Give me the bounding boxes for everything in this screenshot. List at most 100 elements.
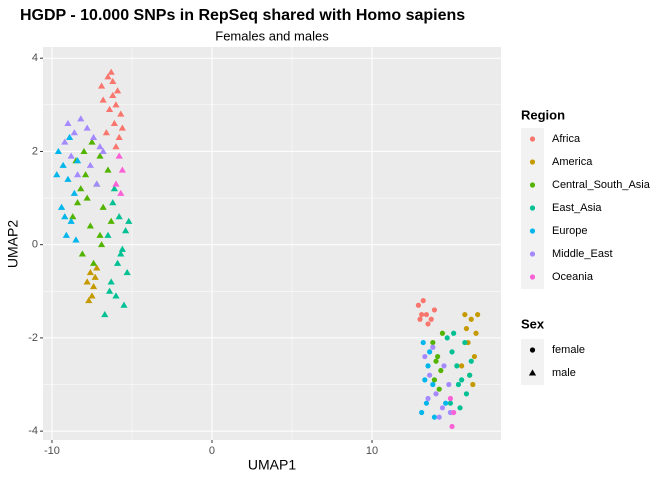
circle-point xyxy=(422,377,428,383)
circle-point xyxy=(423,400,430,406)
triangle-point xyxy=(72,236,80,243)
triangle-point xyxy=(70,189,78,196)
panel xyxy=(43,47,501,440)
circle-point xyxy=(417,316,423,322)
circle-point xyxy=(425,395,431,402)
triangle-point xyxy=(528,369,537,376)
triangle-point xyxy=(102,129,110,136)
circle-point xyxy=(449,349,455,355)
triangle-point xyxy=(112,180,120,187)
x-tick-label: 10 xyxy=(366,445,378,457)
triangle-point xyxy=(117,110,125,117)
circle-point xyxy=(447,395,454,402)
circle-point xyxy=(475,311,481,318)
legend-label: male xyxy=(552,367,576,379)
circle-point xyxy=(457,405,463,411)
triangle-point xyxy=(54,147,62,154)
circle-point xyxy=(427,372,433,378)
circle-point xyxy=(420,298,426,304)
triangle-point xyxy=(99,96,107,103)
triangle-point xyxy=(85,297,93,304)
legend-swatch xyxy=(529,182,536,188)
y-tick-label: -4 xyxy=(28,425,38,437)
x-tick-label: -10 xyxy=(44,445,60,457)
triangle-point xyxy=(61,213,69,220)
triangle-point xyxy=(107,68,115,75)
triangle-point xyxy=(83,124,91,131)
triangle-point xyxy=(73,199,82,206)
triangle-point xyxy=(70,129,78,136)
triangle-point xyxy=(109,91,117,99)
triangle-point xyxy=(118,245,126,252)
circle-point xyxy=(468,358,474,364)
triangle-point xyxy=(112,143,120,150)
triangle-point xyxy=(88,138,96,145)
triangle-point xyxy=(117,189,125,196)
triangle-point xyxy=(113,87,122,94)
triangle-point xyxy=(115,133,123,140)
triangle-point xyxy=(67,217,75,224)
circle-point xyxy=(438,367,444,374)
chart-title: HGDP - 10.000 SNPs in RepSeq shared with… xyxy=(20,7,465,24)
triangle-point xyxy=(99,147,107,154)
legend-label: Central_South_Asia xyxy=(552,179,651,191)
triangle-point xyxy=(97,82,106,89)
triangle-point xyxy=(125,217,133,224)
triangle-point xyxy=(89,133,98,140)
triangle-point xyxy=(81,171,90,178)
x-tick-label: 0 xyxy=(209,445,215,457)
triangle-point xyxy=(112,292,120,299)
x-axis-label: UMAP1 xyxy=(248,457,296,473)
circle-point xyxy=(427,349,433,355)
shape-legend-title: Sex xyxy=(521,316,545,331)
circle-point xyxy=(463,325,470,332)
triangle-point xyxy=(53,171,61,178)
circle-point xyxy=(471,353,478,360)
circle-point xyxy=(425,321,431,327)
triangle-point xyxy=(118,166,126,173)
triangle-point xyxy=(109,199,117,206)
triangle-point xyxy=(110,119,118,126)
circle-point xyxy=(420,339,426,346)
y-tick-label: 0 xyxy=(32,239,38,251)
triangle-point xyxy=(65,133,74,140)
circle-point xyxy=(459,377,465,383)
triangle-point xyxy=(62,231,70,238)
triangle-point xyxy=(110,185,118,192)
circle-point xyxy=(435,353,441,360)
triangle-point xyxy=(104,231,112,238)
legend-label: Africa xyxy=(552,133,581,145)
circle-point xyxy=(436,414,442,420)
circle-point xyxy=(467,372,473,378)
triangle-point xyxy=(115,213,123,220)
circle-point xyxy=(462,339,468,346)
circle-point xyxy=(449,423,455,430)
circle-point xyxy=(468,316,474,322)
triangle-point xyxy=(57,203,66,210)
legend-swatch xyxy=(529,205,536,211)
circle-point xyxy=(463,391,470,397)
triangle-point xyxy=(86,269,94,276)
y-tick-label: -2 xyxy=(28,332,38,344)
triangle-point xyxy=(96,143,104,150)
triangle-point xyxy=(78,250,86,257)
triangle-point xyxy=(109,77,117,85)
circle-point xyxy=(431,307,438,313)
circle-point xyxy=(451,409,457,416)
triangle-point xyxy=(83,194,91,201)
triangle-point xyxy=(80,147,88,154)
triangle-point xyxy=(99,203,107,210)
legend-swatch xyxy=(529,274,536,280)
triangle-point xyxy=(105,105,114,112)
circle-point xyxy=(455,381,462,388)
triangle-point xyxy=(115,152,123,159)
circle-point xyxy=(423,311,430,318)
circle-point xyxy=(425,363,431,369)
triangle-point xyxy=(96,152,104,159)
circle-point xyxy=(459,363,465,369)
circle-point xyxy=(446,381,452,388)
triangle-point xyxy=(69,213,77,220)
circle-point xyxy=(436,386,442,392)
circle-point xyxy=(431,414,438,420)
